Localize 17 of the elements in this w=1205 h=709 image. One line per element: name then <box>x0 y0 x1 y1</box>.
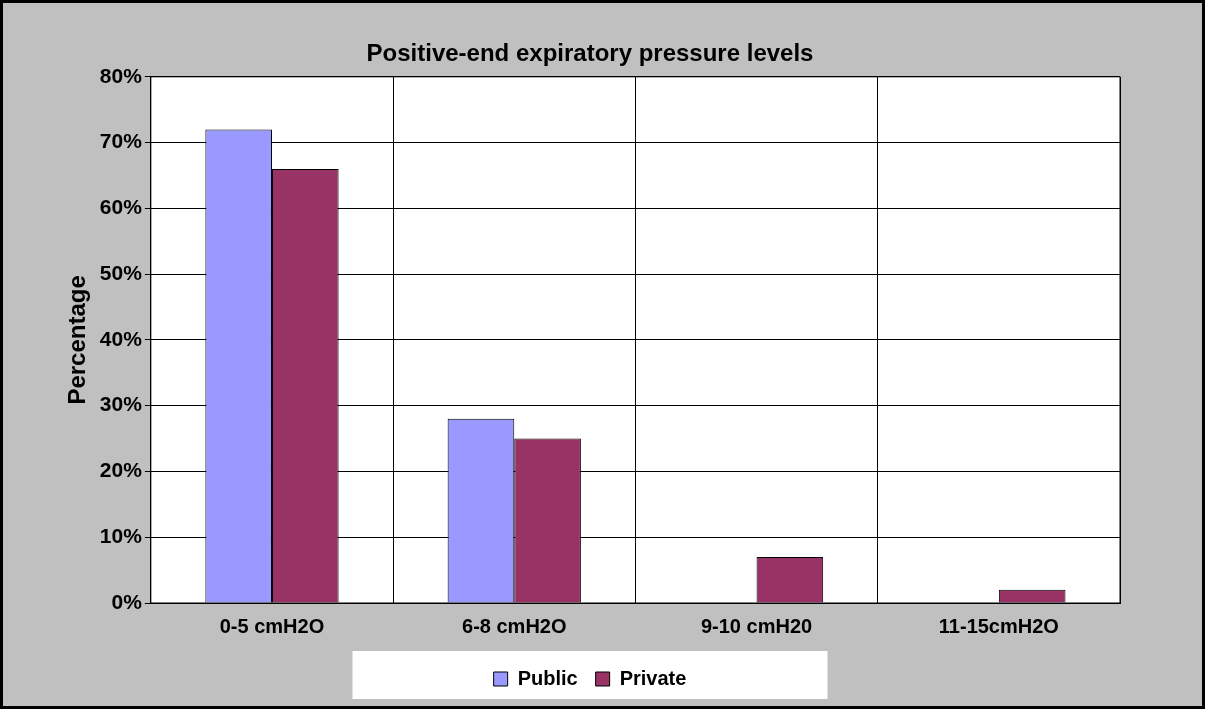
x-tick-label: 6-8 cmH2O <box>462 614 567 637</box>
x-tick-label: 9-10 cmH20 <box>700 614 813 637</box>
y-tick-label: 0% <box>111 589 143 613</box>
chart-title: Positive-end expiratory pressure levels <box>366 39 814 67</box>
legend-label: Public <box>517 666 578 689</box>
y-tick-label: 60% <box>99 195 143 219</box>
y-tick-label: 10% <box>99 524 143 548</box>
y-tick-label: 50% <box>99 260 143 284</box>
legend-label: Private <box>619 666 687 689</box>
y-tick-label: 80% <box>99 63 143 87</box>
y-tick-label: 40% <box>99 326 143 350</box>
x-tick-label: 0-5 cmH2O <box>219 614 325 637</box>
y-tick-label: 30% <box>99 392 143 416</box>
x-tick-label: 11-15cmH2O <box>938 614 1059 637</box>
y-tick-label: 20% <box>99 458 143 482</box>
y-tick-label: 70% <box>99 129 143 153</box>
y-axis-title: Percentage <box>63 275 91 405</box>
